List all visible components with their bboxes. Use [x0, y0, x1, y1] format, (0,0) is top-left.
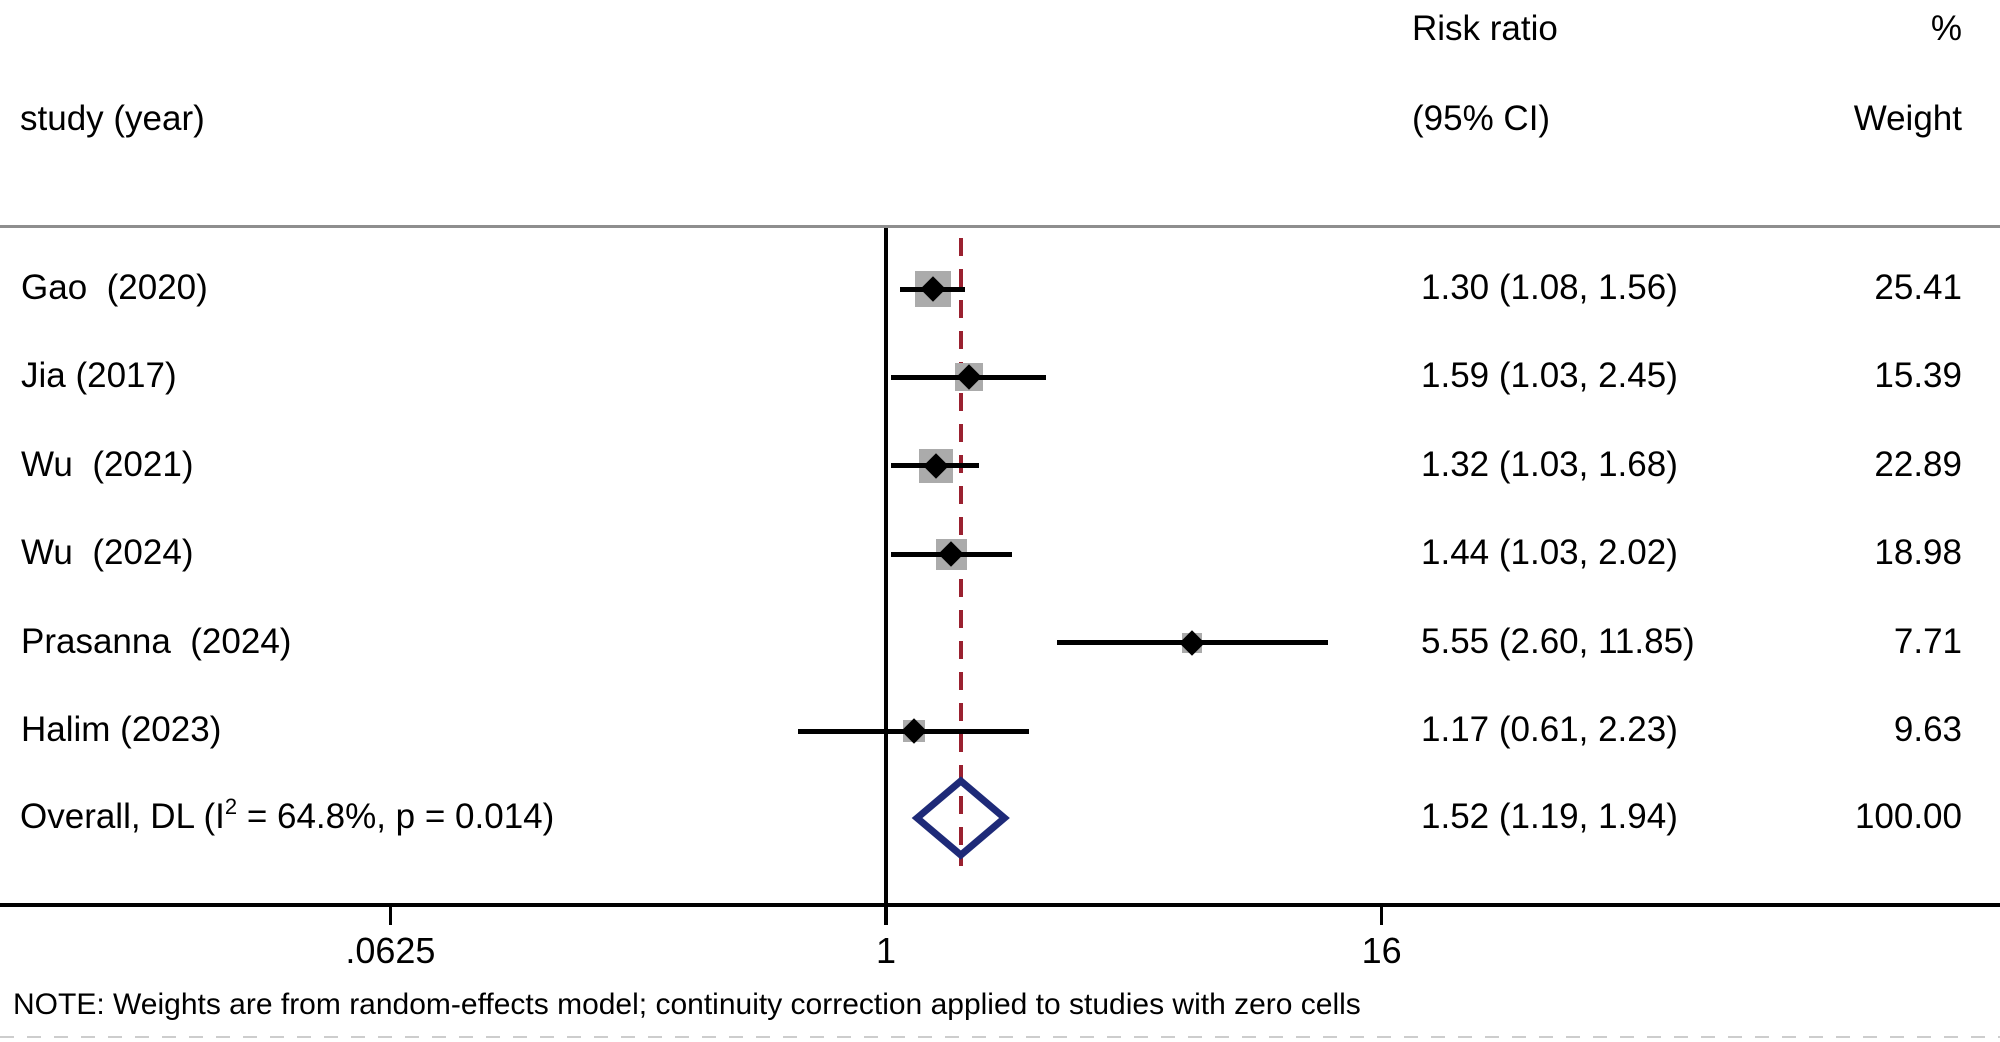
header-divider-line: [0, 225, 2000, 228]
overall-weight-value: 100.00: [1854, 797, 1962, 836]
study-column-header: study (year): [20, 99, 205, 138]
study-label: Halim (2023): [21, 710, 222, 749]
weight-column-header-line2: Weight: [1853, 99, 1962, 138]
overall-rr-ci-value: 1.52 (1.19, 1.94): [1421, 797, 1678, 836]
weight-value: 22.89: [1874, 444, 1962, 484]
x-axis-tick: [388, 907, 392, 925]
weight-value: 15.39: [1874, 356, 1962, 396]
x-axis-tick-label: 16: [1361, 930, 1402, 971]
study-label: Gao (2020): [21, 268, 208, 307]
weight-column-header-line1: %: [1930, 9, 1962, 48]
study-label: Jia (2017): [21, 356, 177, 396]
weight-value: 7.71: [1893, 621, 1962, 661]
effect-column-header-line2: (95% CI): [1412, 99, 1551, 138]
rr-ci-value: 1.17 (0.61, 2.23): [1421, 710, 1678, 749]
x-axis-tick-label: 1: [875, 930, 897, 971]
overall-label: Overall, DL (I2 = 64.8%, p = 0.014): [20, 794, 555, 837]
rr-ci-value: 1.59 (1.03, 2.45): [1421, 356, 1678, 396]
reference-line: [884, 228, 888, 925]
weight-value: 9.63: [1893, 710, 1962, 749]
rr-ci-value: 1.30 (1.08, 1.56): [1421, 268, 1678, 307]
overall-label-suffix: = 64.8%, p = 0.014): [237, 797, 555, 836]
x-axis-tick: [884, 907, 888, 925]
footnote: NOTE: Weights are from random-effects mo…: [13, 988, 1361, 1021]
study-label: Wu (2024): [21, 533, 194, 573]
x-axis-tick-label: .0625: [345, 930, 436, 971]
rr-ci-value: 1.44 (1.03, 2.02): [1421, 533, 1678, 573]
rr-ci-value: 1.32 (1.03, 1.68): [1421, 444, 1678, 484]
x-axis-tick: [1380, 907, 1384, 925]
x-axis-line: [0, 903, 2000, 907]
bottom-edge-dotted-line: [0, 1036, 2000, 1038]
weight-value: 18.98: [1874, 533, 1962, 573]
weight-value: 25.41: [1874, 268, 1962, 307]
study-label: Prasanna (2024): [21, 621, 292, 661]
overall-label-superscript: 2: [224, 794, 238, 819]
overall-label-prefix: Overall, DL (I: [20, 797, 225, 836]
rr-ci-value: 5.55 (2.60, 11.85): [1421, 621, 1695, 661]
study-label: Wu (2021): [21, 444, 194, 484]
overall-diamond-icon: [911, 776, 1010, 860]
effect-column-header-line1: Risk ratio: [1412, 9, 1558, 48]
